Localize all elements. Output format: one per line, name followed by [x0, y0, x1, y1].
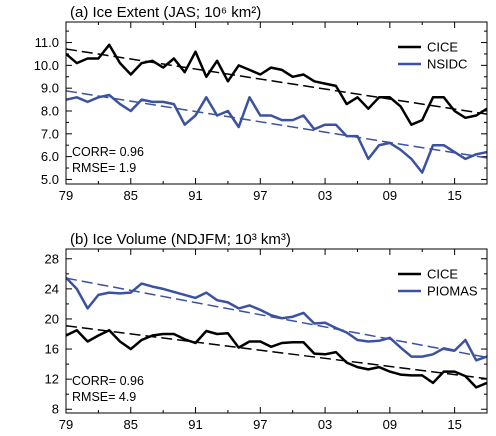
stat-annotation: CORR= 0.96: [72, 145, 144, 159]
x-tick-label: 15: [447, 188, 461, 203]
x-tick-label: 79: [59, 188, 73, 203]
legend-label: PIOMAS: [427, 284, 478, 299]
series-line-nsidc: [66, 93, 487, 174]
chart-title: (a) Ice Extent (JAS; 10⁶ km²): [70, 4, 261, 21]
x-tick-label: 85: [124, 417, 138, 432]
y-tick-label: 7.0: [41, 126, 59, 141]
plot-frame: [65, 21, 488, 185]
trend-line-cice: [66, 324, 487, 380]
x-tick-label: 91: [188, 417, 202, 432]
panel-ice-volume: (b) Ice Volume (NDJFM; 10³ km³) 79 85 91 97 0…: [45, 231, 488, 432]
series-line-cice: [66, 43, 487, 126]
x-tick-label: 79: [59, 417, 73, 432]
y-tick-label: 9.0: [41, 81, 59, 96]
y-tick-label: 8: [52, 402, 59, 417]
x-tick-label: 03: [318, 417, 332, 432]
plot-frame: [65, 248, 488, 414]
trend-line-cice: [66, 48, 487, 115]
stat-annotation: CORR= 0.96: [72, 374, 144, 388]
y-tick-label: 10.0: [34, 58, 59, 73]
panel-ice-extent: (a) Ice Extent (JAS; 10⁶ km²) 79 85 91 97 03 0…: [34, 4, 488, 203]
trend-line-nsidc: [66, 90, 487, 159]
legend: CICE PIOMAS: [398, 267, 478, 299]
legend-item-nsidc: NSIDC: [398, 57, 467, 72]
legend-label: CICE: [427, 40, 458, 55]
x-tick-label: 03: [318, 188, 332, 203]
chart-title: (b) Ice Volume (NDJFM; 10³ km³): [70, 231, 291, 248]
x-tick-label: 15: [447, 417, 461, 432]
legend-label: NSIDC: [427, 57, 467, 72]
x-tick-label: 91: [188, 188, 202, 203]
plot-area: [66, 276, 487, 389]
y-tick-label: 6.0: [41, 149, 59, 164]
x-tick-label: 09: [383, 417, 397, 432]
y-tick-label: 20: [45, 311, 59, 326]
x-tick-label: 97: [253, 188, 267, 203]
stat-annotation: RMSE= 4.9: [72, 390, 136, 404]
x-tick-label: 97: [253, 417, 267, 432]
x-tick-label: 09: [383, 188, 397, 203]
x-tick-label: 85: [124, 188, 138, 203]
legend: CICE NSIDC: [398, 40, 467, 72]
legend-item-cice: CICE: [398, 267, 458, 282]
y-tick-label: 8.0: [41, 103, 59, 118]
stat-annotation: RMSE= 1.9: [72, 161, 136, 175]
legend-item-piomas: PIOMAS: [398, 284, 478, 299]
y-tick-label: 5.0: [41, 172, 59, 187]
series-line-piomas: [66, 276, 487, 362]
y-tick-label: 28: [45, 251, 59, 266]
axis-ticks: [65, 22, 488, 184]
y-tick-label: 24: [45, 281, 59, 296]
y-tick-label: 16: [45, 342, 59, 357]
axis-ticks: [65, 249, 488, 413]
legend-label: CICE: [427, 267, 458, 282]
legend-item-cice: CICE: [398, 40, 458, 55]
plot-area: [66, 43, 487, 174]
y-tick-label: 11.0: [35, 35, 59, 50]
y-tick-label: 12: [45, 372, 59, 387]
series-line-cice: [66, 328, 487, 389]
